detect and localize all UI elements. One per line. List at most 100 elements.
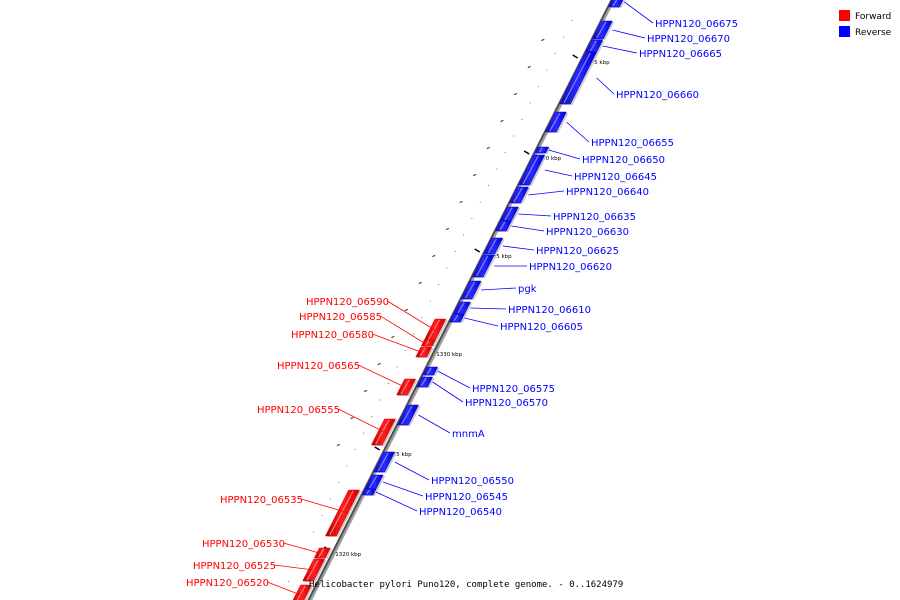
gene-feature[interactable] xyxy=(509,186,529,204)
gene-label[interactable]: HPPN120_06635 xyxy=(553,212,636,223)
gene-feature[interactable] xyxy=(396,378,417,396)
gene-label[interactable]: mnmA xyxy=(452,429,485,440)
gene-feature[interactable] xyxy=(291,584,313,600)
background-dot xyxy=(488,185,490,186)
background-dots xyxy=(288,20,573,582)
gene-label[interactable]: HPPN120_06565 xyxy=(277,361,360,372)
gene-feature[interactable] xyxy=(494,220,512,232)
tick-label: 1320 kbp xyxy=(335,552,361,558)
background-dash xyxy=(432,254,436,257)
gene-highlight xyxy=(538,147,543,153)
background-dot xyxy=(396,366,398,368)
gene-highlight xyxy=(427,319,440,341)
gene-label[interactable]: HPPN120_06580 xyxy=(291,330,374,341)
gene-feature[interactable] xyxy=(544,111,567,133)
gene-highlight xyxy=(366,489,371,495)
background-dot xyxy=(463,234,465,236)
gene-feature[interactable] xyxy=(415,346,433,358)
gene-feature[interactable] xyxy=(422,366,439,376)
gene-label[interactable]: HPPN120_06525 xyxy=(193,561,276,572)
gene-label[interactable]: HPPN120_06585 xyxy=(299,312,382,323)
gene-label[interactable]: HPPN120_06650 xyxy=(582,155,665,166)
background-dash xyxy=(473,173,477,176)
gene-feature[interactable] xyxy=(460,280,482,300)
gene-leader-line xyxy=(387,300,436,331)
gene-feature[interactable] xyxy=(483,237,504,255)
gene-label[interactable]: HPPN120_06520 xyxy=(186,578,269,589)
gene-feature[interactable] xyxy=(396,404,419,426)
background-dash xyxy=(514,92,518,95)
background-dot xyxy=(321,515,323,516)
gene-feature[interactable] xyxy=(591,20,613,40)
background-dash xyxy=(486,146,490,149)
gene-label[interactable]: HPPN120_06535 xyxy=(220,495,303,506)
gene-label[interactable]: HPPN120_06590 xyxy=(306,297,389,308)
gene-label[interactable]: HPPN120_06660 xyxy=(616,90,699,101)
gene-label[interactable]: HPPN120_06575 xyxy=(472,384,555,395)
gene-label[interactable]: HPPN120_06570 xyxy=(465,398,548,409)
gene-leader-line xyxy=(394,461,430,481)
gene-leader-line xyxy=(418,414,451,434)
tick-label: 1335 kbp xyxy=(486,254,512,260)
gene-label[interactable]: HPPN120_06630 xyxy=(546,227,629,238)
gene-feature[interactable] xyxy=(534,146,550,154)
gene-feature[interactable] xyxy=(420,339,436,347)
background-dash xyxy=(364,389,368,392)
gene-leader-line xyxy=(566,121,590,143)
gene-highlight xyxy=(426,367,432,375)
gene-leader-line xyxy=(380,315,425,344)
gene-label[interactable]: HPPN120_06675 xyxy=(655,19,738,30)
gene-label[interactable]: HPPN120_06645 xyxy=(574,172,657,183)
gene-leader-line xyxy=(481,287,517,291)
gene-label[interactable]: HPPN120_06640 xyxy=(566,187,649,198)
gene-label[interactable]: HPPN120_06610 xyxy=(508,305,591,316)
gene-feature[interactable] xyxy=(448,313,465,323)
gene-highlight xyxy=(375,419,390,445)
gene-highlight xyxy=(419,347,426,357)
gene-label[interactable]: HPPN120_06655 xyxy=(591,138,674,149)
gene-feature[interactable] xyxy=(313,547,331,559)
gene-feature[interactable] xyxy=(361,488,377,496)
gene-label[interactable]: HPPN120_06665 xyxy=(639,49,722,60)
gene-label[interactable]: HPPN120_06550 xyxy=(431,476,514,487)
gene-feature[interactable] xyxy=(608,0,624,8)
background-dot xyxy=(529,102,531,104)
gene-feature[interactable] xyxy=(370,418,396,446)
gene-label[interactable]: HPPN120_06530 xyxy=(202,539,285,550)
background-dot xyxy=(388,383,390,384)
background-dot xyxy=(571,20,573,21)
gene-highlight xyxy=(612,0,618,7)
gene-label[interactable]: HPPN120_06625 xyxy=(536,246,619,257)
gene-leader-line xyxy=(372,333,421,353)
gene-feature[interactable] xyxy=(518,154,546,186)
gene-label[interactable]: HPPN120_06620 xyxy=(529,262,612,273)
axis-line xyxy=(307,0,613,600)
gene-label[interactable]: HPPN120_06670 xyxy=(647,34,730,45)
gene-label[interactable]: pgk xyxy=(518,284,537,295)
background-dot xyxy=(404,350,406,351)
gene-feature[interactable] xyxy=(324,489,360,537)
tick-label: 1330 kbp xyxy=(436,352,462,358)
gene-label[interactable]: HPPN120_06555 xyxy=(257,405,340,416)
gene-highlight xyxy=(487,238,497,254)
gene-highlight xyxy=(563,52,591,104)
background-dot xyxy=(354,449,356,450)
gene-leader-line xyxy=(267,581,301,596)
gene-highlight xyxy=(318,548,325,558)
gene-feature[interactable] xyxy=(373,451,396,473)
gene-leader-line xyxy=(612,29,646,39)
background-dash xyxy=(404,308,409,311)
gene-label[interactable]: HPPN120_06540 xyxy=(419,507,502,518)
gene-feature[interactable] xyxy=(471,254,495,278)
gene-leader-line xyxy=(464,317,499,327)
background-dash xyxy=(350,416,354,419)
background-dash xyxy=(459,200,463,203)
gene-label[interactable]: HPPN120_06605 xyxy=(500,322,583,333)
gene-feature[interactable] xyxy=(416,376,434,388)
gene-feature[interactable] xyxy=(559,51,598,105)
background-dot xyxy=(538,86,540,87)
gene-highlight xyxy=(522,155,539,185)
gene-highlight xyxy=(329,490,354,536)
gene-label[interactable]: HPPN120_06545 xyxy=(425,492,508,503)
